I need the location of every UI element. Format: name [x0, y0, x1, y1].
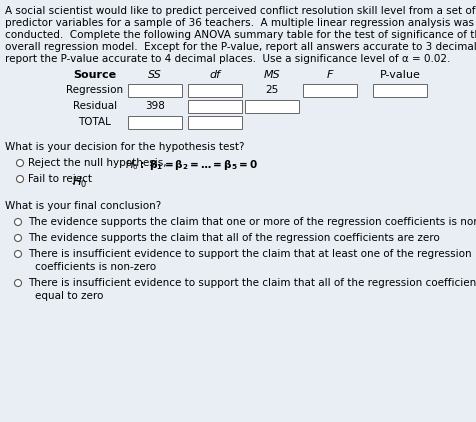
Text: report the P-value accurate to 4 decimal places.  Use a significance level of α : report the P-value accurate to 4 decimal…: [5, 54, 450, 64]
Text: SS: SS: [148, 70, 162, 80]
Text: df: df: [209, 70, 220, 80]
FancyBboxPatch shape: [188, 100, 242, 113]
FancyBboxPatch shape: [188, 84, 242, 97]
Text: P-value: P-value: [379, 70, 420, 80]
FancyBboxPatch shape: [245, 100, 299, 113]
Text: MS: MS: [264, 70, 280, 80]
Circle shape: [14, 279, 21, 287]
Circle shape: [14, 219, 21, 225]
Text: Source: Source: [73, 70, 117, 80]
Text: F: F: [327, 70, 333, 80]
Text: $\mathbf{\mathit{H_0}}$: $\mathbf{\mathit{H_0}}$: [72, 175, 88, 189]
Text: There is insufficient evidence to support the claim that at least one of the reg: There is insufficient evidence to suppor…: [28, 249, 472, 259]
Text: conducted.  Complete the following ANOVA summary table for the test of significa: conducted. Complete the following ANOVA …: [5, 30, 476, 40]
Text: There is insufficient evidence to support the claim that all of the regression c: There is insufficient evidence to suppor…: [28, 278, 476, 288]
Text: What is your decision for the hypothesis test?: What is your decision for the hypothesis…: [5, 142, 245, 152]
Text: 398: 398: [145, 101, 165, 111]
Text: Regression: Regression: [67, 85, 124, 95]
Text: Residual: Residual: [73, 101, 117, 111]
FancyBboxPatch shape: [128, 116, 182, 129]
Text: equal to zero: equal to zero: [35, 291, 103, 301]
Text: $\mathbf{\mathit{H_0}}\mathbf{:}\ \mathbf{\beta_1 = \beta_2 = \ldots = \beta_5 =: $\mathbf{\mathit{H_0}}\mathbf{:}\ \mathb…: [125, 159, 258, 173]
Circle shape: [14, 235, 21, 241]
Circle shape: [17, 160, 23, 167]
Text: TOTAL: TOTAL: [79, 117, 111, 127]
Text: Fail to reject: Fail to reject: [28, 174, 95, 184]
Text: predictor variables for a sample of 36 teachers.  A multiple linear regression a: predictor variables for a sample of 36 t…: [5, 18, 474, 28]
Text: coefficients is non-zero: coefficients is non-zero: [35, 262, 156, 272]
FancyBboxPatch shape: [128, 84, 182, 97]
Circle shape: [14, 251, 21, 257]
Text: What is your final conclusion?: What is your final conclusion?: [5, 201, 161, 211]
Text: 25: 25: [266, 85, 278, 95]
Text: A social scientist would like to predict perceived conflict resolution skill lev: A social scientist would like to predict…: [5, 6, 476, 16]
FancyBboxPatch shape: [188, 116, 242, 129]
Text: overall regression model.  Except for the P-value, report all answers accurate t: overall regression model. Except for the…: [5, 42, 476, 52]
FancyBboxPatch shape: [303, 84, 357, 97]
FancyBboxPatch shape: [373, 84, 427, 97]
Text: Reject the null hypothesis,: Reject the null hypothesis,: [28, 158, 170, 168]
Text: The evidence supports the claim that all of the regression coefficients are zero: The evidence supports the claim that all…: [28, 233, 440, 243]
Text: The evidence supports the claim that one or more of the regression coefficients : The evidence supports the claim that one…: [28, 217, 476, 227]
Circle shape: [17, 176, 23, 182]
